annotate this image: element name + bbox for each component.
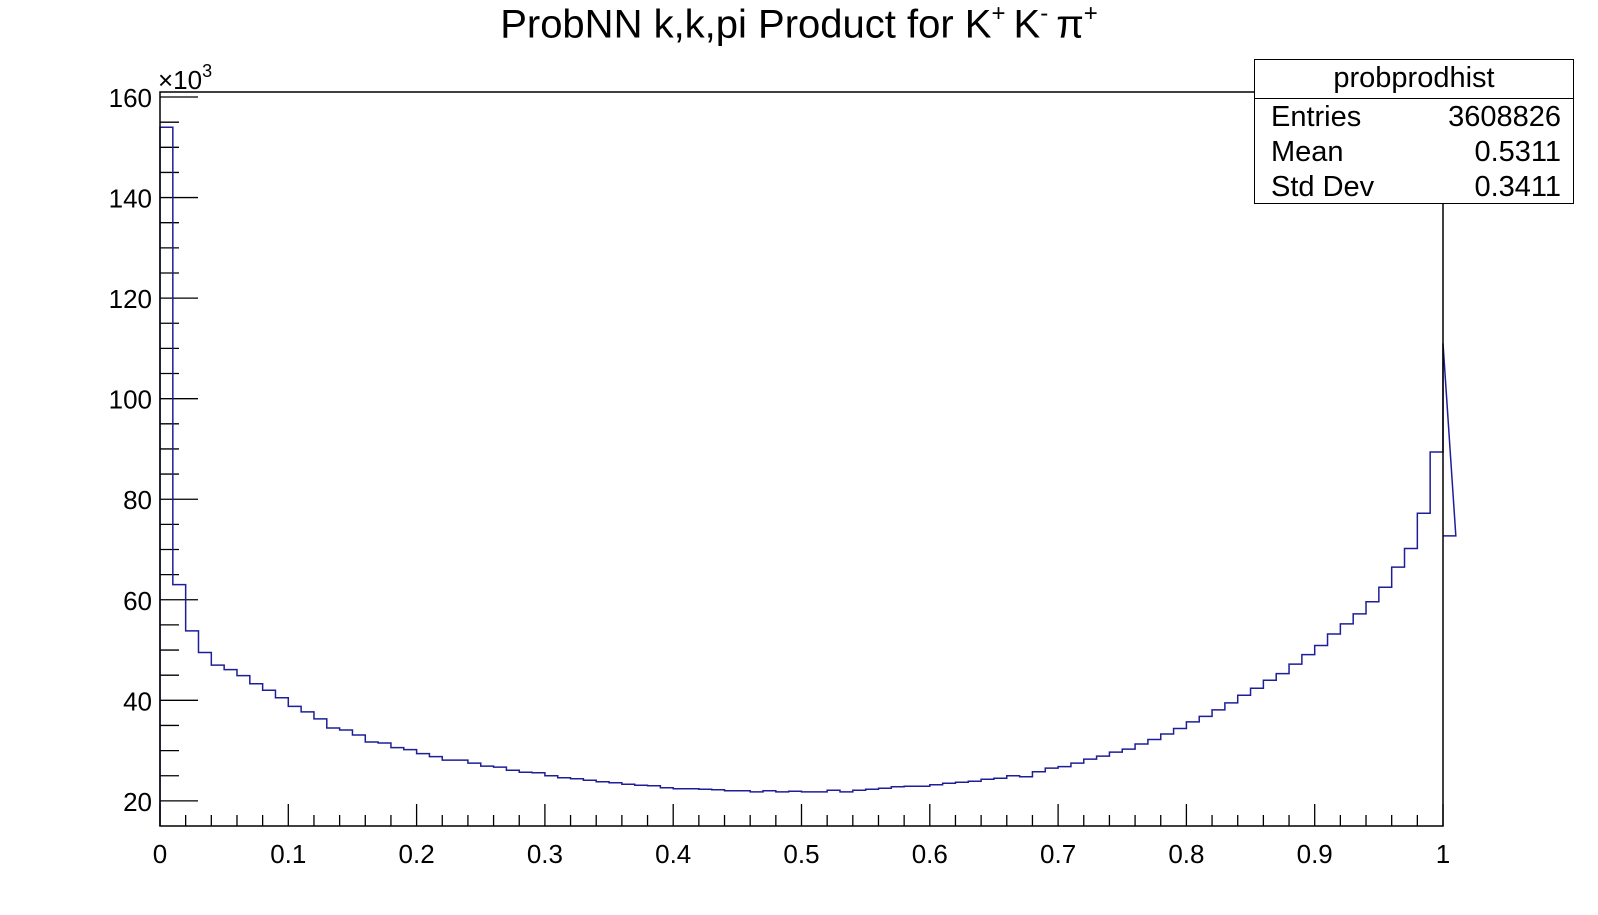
y-tick-label: 140 — [109, 184, 152, 214]
stats-box: probprodhist Entries 3608826 Mean 0.5311… — [1254, 59, 1574, 204]
y-tick-label: 20 — [123, 787, 152, 817]
y-tick-label: 100 — [109, 385, 152, 415]
histogram-line — [159, 126, 1457, 826]
y-multiplier-exponent: 3 — [202, 61, 212, 81]
x-tick-label: 0.8 — [1168, 839, 1204, 869]
y-tick-label: 120 — [109, 284, 152, 314]
x-tick-label: 0.3 — [527, 839, 563, 869]
y-tick-label: 80 — [123, 485, 152, 515]
stats-label: Std Dev — [1271, 171, 1375, 203]
stats-value: 0.3411 — [1474, 171, 1561, 203]
stats-value: 0.5311 — [1474, 136, 1561, 168]
axis-labels: 0 0.1 0.2 0.3 0.4 0.5 0.6 0.7 0.8 0.9 120406080100… — [109, 83, 1451, 869]
stats-histogram-name: probprodhist — [1255, 60, 1573, 99]
x-tick-label: 0.6 — [912, 839, 948, 869]
stats-label: Mean — [1271, 136, 1344, 168]
x-tick-label: 0.9 — [1297, 839, 1333, 869]
stats-row-entries: Entries 3608826 — [1255, 99, 1573, 134]
stats-value: 3608826 — [1448, 101, 1561, 133]
x-tick-label: 1 — [1436, 839, 1450, 869]
plot-frame — [159, 91, 1444, 827]
x-tick-label: 0.4 — [655, 839, 691, 869]
y-tick-label: 160 — [109, 83, 152, 113]
x-tick-label: 0 — [153, 839, 167, 869]
x-tick-label: 0.1 — [270, 839, 306, 869]
stats-row-stddev: Std Dev 0.3411 — [1255, 169, 1573, 204]
x-tick-label: 0.2 — [399, 839, 435, 869]
y-tick-label: 40 — [123, 686, 152, 716]
stats-label: Entries — [1271, 101, 1362, 133]
y-multiplier-base: ×10 — [158, 65, 202, 95]
y-tick-label: 60 — [123, 586, 152, 616]
x-tick-label: 0.5 — [783, 839, 819, 869]
axis-ticks — [159, 96, 1444, 826]
stats-row-mean: Mean 0.5311 — [1255, 134, 1573, 169]
chart-title: ProbNN k,k,pi Product for K+ K-π+ — [500, 0, 1098, 47]
y-multiplier-label: ×103 — [158, 61, 212, 95]
x-tick-label: 0.7 — [1040, 839, 1076, 869]
